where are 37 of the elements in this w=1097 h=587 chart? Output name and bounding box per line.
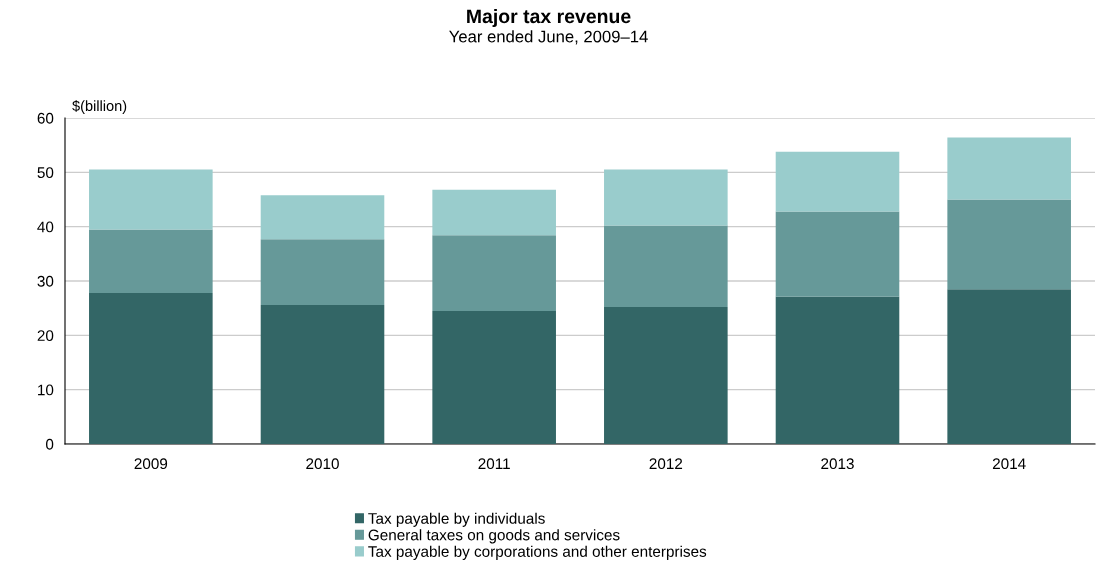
- x-tick-label: 2009: [134, 458, 168, 470]
- bar: [604, 169, 728, 226]
- chart-subtitle: Year ended June, 2009–14: [449, 30, 648, 45]
- bar: [432, 235, 556, 311]
- x-tick-label: 2011: [478, 458, 510, 470]
- y-tick-label: 0: [45, 438, 54, 450]
- y-axis-title: $(billion): [72, 100, 127, 114]
- legend-label: Tax payable by individuals: [368, 512, 545, 527]
- y-tick-label: 40: [37, 221, 54, 233]
- bar: [260, 239, 385, 305]
- x-tick-label: 2013: [821, 458, 854, 470]
- legend-label: Tax payable by corporations and other enterprises: [368, 545, 707, 560]
- y-tick-label: 60: [37, 112, 54, 124]
- bar: [260, 304, 385, 444]
- y-tick-label: 10: [38, 384, 54, 396]
- chart-title: Major tax revenue: [467, 8, 631, 28]
- bar: [604, 225, 728, 308]
- bar: [432, 310, 556, 444]
- bar: [775, 151, 900, 212]
- bar: [947, 199, 1071, 290]
- x-tick-label: 2012: [649, 458, 683, 470]
- y-tick-label: 50: [37, 167, 54, 179]
- bar: [947, 289, 1071, 444]
- y-tick-label: 20: [37, 330, 54, 342]
- bar: [260, 195, 385, 240]
- bar: [775, 296, 900, 444]
- y-tick-label: 30: [37, 275, 54, 287]
- x-tick-label: 2014: [992, 458, 1026, 470]
- bar: [89, 169, 213, 230]
- bar: [89, 229, 213, 293]
- bar: [947, 137, 1071, 200]
- bar: [775, 211, 900, 297]
- bar: [89, 292, 213, 444]
- bar: [604, 307, 728, 444]
- bar: [432, 189, 556, 236]
- x-tick-label: 2010: [306, 458, 339, 470]
- legend-label: General taxes on goods and services: [368, 529, 620, 544]
